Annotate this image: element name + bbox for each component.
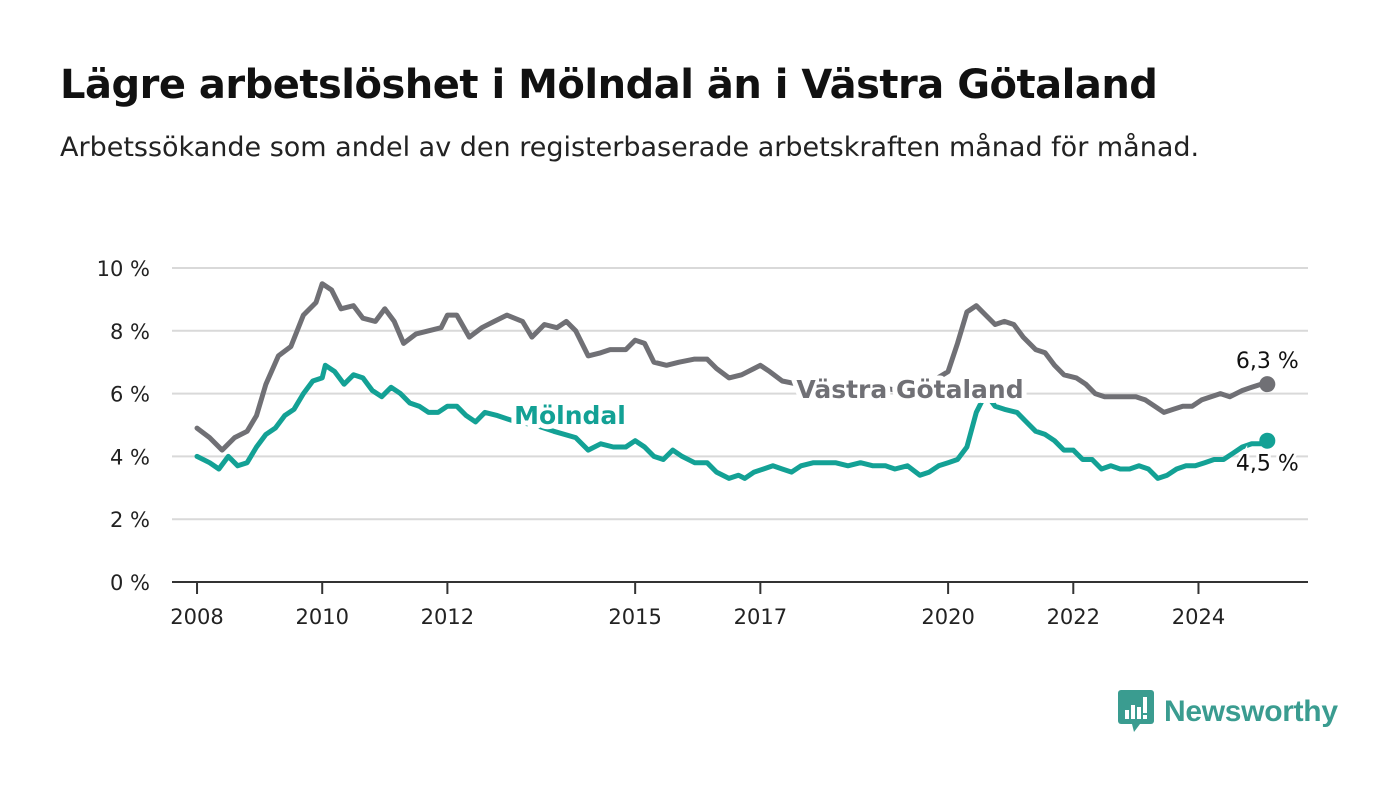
x-tick-label: 2010: [295, 605, 348, 629]
series-labels: Västra Götaland 6,3 % Mölndal 4,5 %: [509, 346, 1302, 480]
y-tick-label: 10 %: [97, 257, 150, 281]
y-tick-label: 4 %: [110, 445, 150, 469]
series-lines: [194, 281, 1276, 481]
x-axis: 2008 2010 2012 2015 2017 2020 2022 2024: [170, 581, 1308, 629]
chart-subtitle: Arbetssökande som andel av den registerb…: [60, 132, 1200, 163]
chart-title: Lägre arbetslöshet i Mölndal än i Västra…: [60, 62, 1158, 108]
newsworthy-icon: [1118, 690, 1154, 732]
y-axis: 0 % 2 % 4 % 6 % 8 % 10 %: [97, 257, 150, 595]
series-line-m-lndal: [194, 362, 1270, 481]
end-point-v-stra-g-taland: [1259, 376, 1276, 393]
y-tick-label: 2 %: [110, 508, 150, 532]
y-tick-label: 0 %: [110, 571, 150, 595]
x-tick-label: 2015: [608, 605, 661, 629]
gridlines: [172, 267, 1308, 521]
series-label-m-lndal: Mölndal: [514, 401, 626, 430]
x-tick-label: 2022: [1047, 605, 1100, 629]
end-point-m-lndal: [1259, 432, 1276, 449]
x-tick-label: 2017: [734, 605, 787, 629]
x-tick-label: 2024: [1172, 605, 1225, 629]
end-value-label-m-lndal: 4,5 %: [1236, 452, 1299, 477]
x-tick-label: 2008: [170, 605, 223, 629]
y-tick-label: 6 %: [110, 383, 150, 407]
brand-name: Newsworthy: [1164, 695, 1338, 728]
newsworthy-logo[interactable]: Newsworthy: [1118, 690, 1338, 734]
y-tick-label: 8 %: [110, 320, 150, 344]
x-tick-label: 2012: [421, 605, 474, 629]
line-chart: 0 % 2 % 4 % 6 % 8 % 10 % 2008 2010 2012 2015 2017…: [97, 257, 1308, 629]
series-label-v-stra-g-taland: Västra Götaland: [796, 375, 1023, 404]
x-tick-label: 2020: [921, 605, 974, 629]
end-value-label-v-stra-g-taland: 6,3 %: [1236, 349, 1299, 374]
series-line-v-stra-g-taland: [194, 281, 1270, 453]
